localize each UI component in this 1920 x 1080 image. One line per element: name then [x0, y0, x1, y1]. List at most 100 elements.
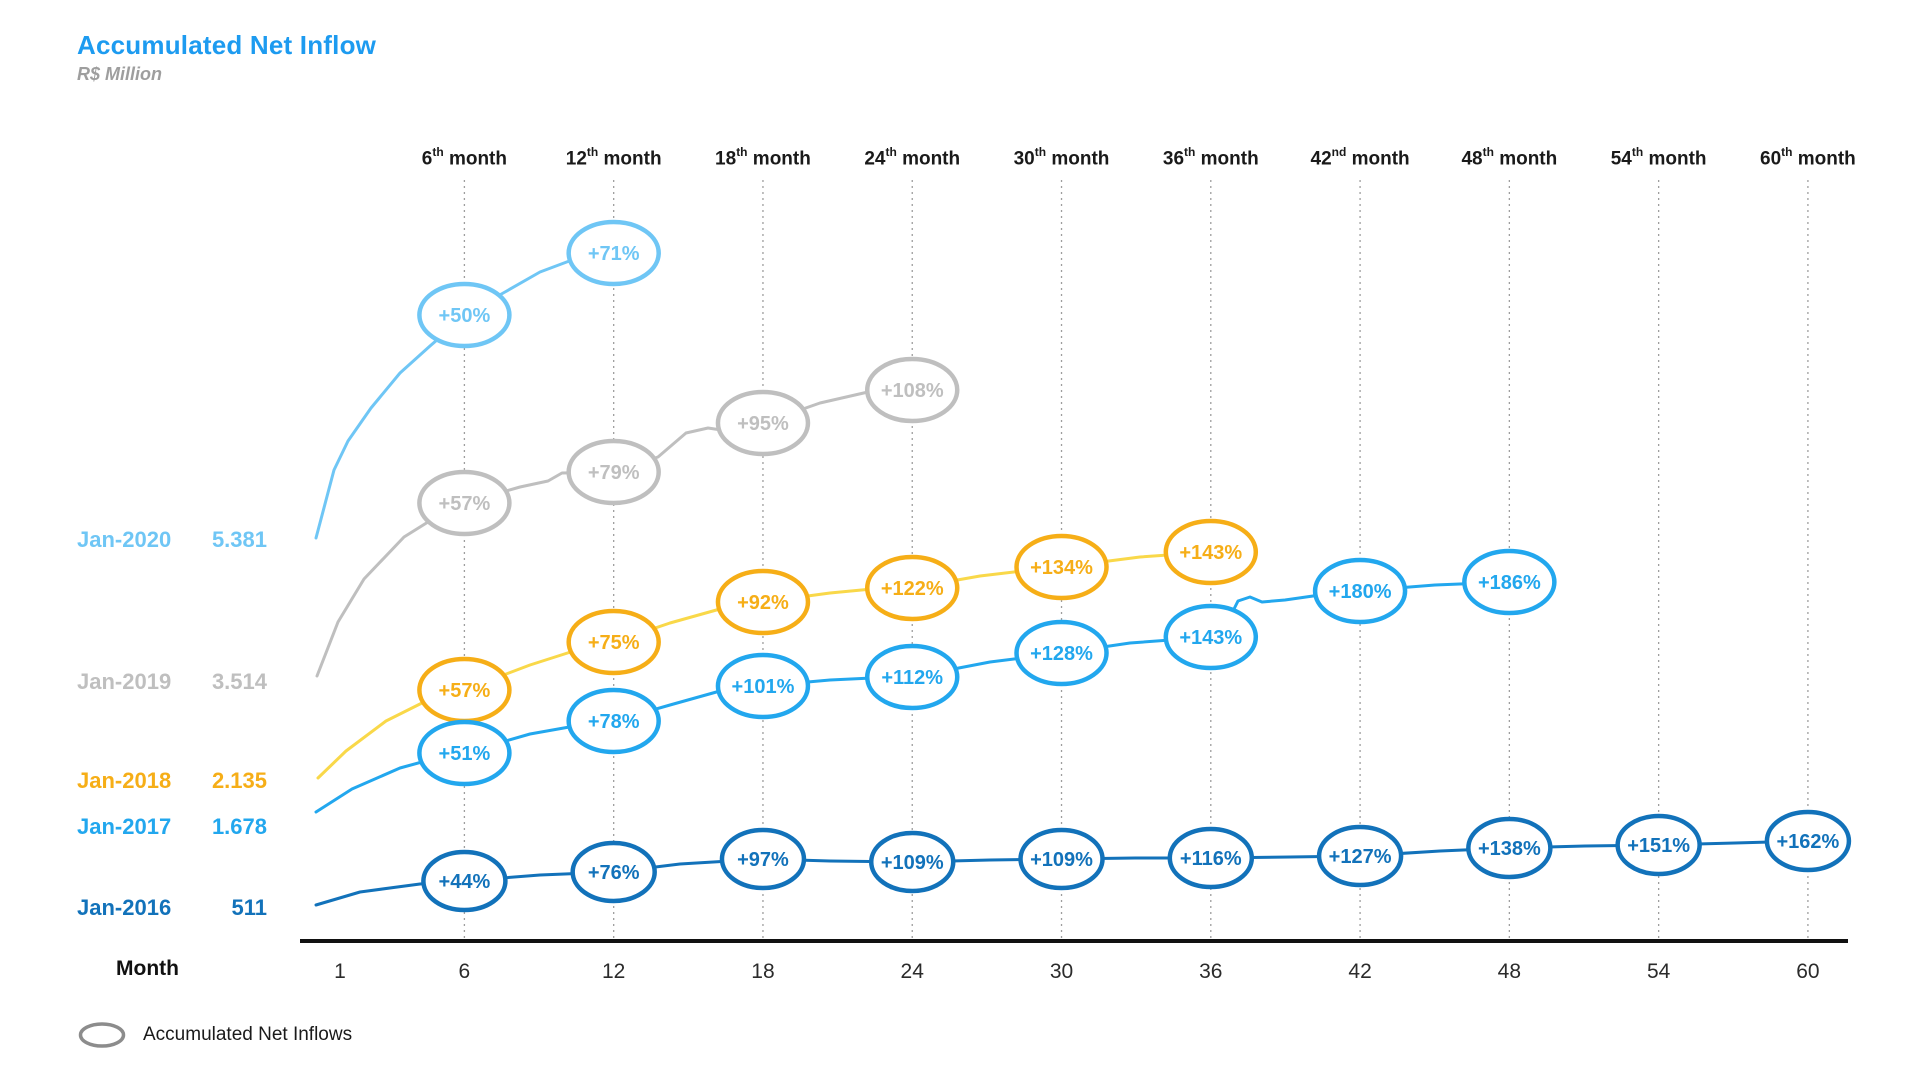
series-label-jan-2020: Jan-2020 5.381: [77, 527, 267, 553]
data-point-label-jan-2017-m42: +180%: [1329, 581, 1392, 603]
data-point-ellipse-jan-2017-m36: [1163, 603, 1259, 671]
data-point-ellipse-jan-2016-m18: [719, 827, 807, 891]
series-start-value: 3.514: [211, 669, 267, 694]
data-point-label-jan-2016-m36: +116%: [1180, 848, 1242, 870]
legend-ellipse-icon: [78, 1022, 126, 1048]
data-point-ellipse-jan-2018-m24: [864, 554, 960, 622]
series-start-value: 1.678: [211, 814, 267, 839]
data-point-ellipse-jan-2017-m30: [1014, 619, 1109, 687]
data-point-label-jan-2017-m36: +143%: [1179, 627, 1242, 649]
data-point-ellipse-jan-2017-m42: [1312, 557, 1408, 625]
title-block: Accumulated Net Inflow R$ Million: [77, 30, 376, 85]
data-point-ellipse-jan-2019-m6: [417, 469, 512, 537]
chart-subtitle: R$ Million: [77, 64, 162, 84]
column-header-30-month: 30th month: [1013, 145, 1110, 170]
data-point-label-jan-2018-m24: +122%: [881, 578, 944, 600]
data-point-label-jan-2016-m60: +162%: [1776, 831, 1839, 853]
data-point-ellipse-jan-2017-m12: [566, 687, 661, 755]
data-point-label-jan-2019-m18: +95%: [737, 413, 789, 435]
series-start-value: 2.135: [211, 768, 267, 793]
x-tick-24: 24: [901, 960, 925, 983]
data-point-label-jan-2017-m30: +128%: [1030, 643, 1093, 665]
x-tick-60: 60: [1796, 960, 1819, 983]
data-point-label-jan-2018-m6: +57%: [439, 680, 491, 702]
series-label-jan-2018: Jan-2018 2.135: [77, 768, 267, 794]
data-point-label-jan-2016-m30: +109%: [1030, 849, 1093, 871]
data-point-ellipse-jan-2019-m24: [864, 356, 960, 424]
x-tick-54: 54: [1647, 960, 1671, 983]
data-point-label-jan-2018-m12: +75%: [588, 632, 640, 654]
data-point-label-jan-2018-m30: +134%: [1030, 557, 1093, 579]
series-name: Jan-2020: [77, 527, 172, 552]
x-tick-12: 12: [602, 960, 625, 983]
data-point-ellipse-jan-2016-m48: [1466, 816, 1553, 880]
data-point-label-jan-2017-m18: +101%: [732, 676, 795, 698]
data-point-label-jan-2016-m48: +138%: [1478, 838, 1541, 860]
data-point-ellipse-jan-2016-m36: [1167, 826, 1255, 890]
series-label-jan-2017: Jan-2017 1.678: [77, 814, 267, 840]
data-point-ellipse-jan-2018-m18: [715, 568, 811, 636]
series-start-value: 5.381: [211, 527, 267, 552]
data-point-ellipse-jan-2017-m6: [417, 719, 512, 787]
column-header-6-month: 6th month: [421, 145, 507, 170]
column-header-42-month: 42nd month: [1310, 145, 1410, 170]
x-axis-label: Month: [116, 957, 179, 980]
series-name: Jan-2018: [77, 768, 172, 793]
chart-title: Accumulated Net Inflow: [77, 30, 377, 60]
series-name: Jan-2019: [77, 669, 172, 694]
data-point-label-jan-2016-m6: +44%: [439, 871, 491, 893]
series-label-jan-2016: Jan-2016 511: [77, 895, 267, 921]
series-name: Jan-2017: [77, 814, 172, 839]
data-point-ellipse-jan-2020-m6: [417, 281, 512, 349]
column-header-36-month: 36th month: [1162, 145, 1259, 170]
data-point-label-jan-2016-m42: +127%: [1329, 846, 1392, 868]
x-tick-48: 48: [1498, 960, 1521, 983]
data-point-ellipse-jan-2016-m24: [868, 830, 956, 894]
data-point-label-jan-2017-m24: +112%: [881, 667, 943, 689]
data-point-label-jan-2019-m12: +79%: [588, 462, 640, 484]
data-point-label-jan-2019-m24: +108%: [881, 380, 944, 402]
column-header-54-month: 54th month: [1610, 145, 1707, 170]
data-point-ellipse-jan-2020-m12: [566, 219, 661, 287]
data-point-label-jan-2017-m48: +186%: [1478, 572, 1541, 594]
column-header-60-month: 60th month: [1760, 145, 1856, 170]
data-point-ellipse-jan-2016-m54: [1615, 813, 1702, 877]
x-tick-30: 30: [1050, 960, 1073, 983]
data-point-label-jan-2016-m54: +151%: [1627, 835, 1690, 857]
data-point-label-jan-2017-m6: +51%: [439, 743, 491, 765]
data-point-ellipse-jan-2016-m30: [1018, 827, 1105, 891]
data-point-label-jan-2016-m24: +109%: [881, 852, 944, 874]
data-point-ellipse-jan-2018-m12: [566, 608, 661, 676]
data-point-ellipse-jan-2018-m36: [1163, 518, 1259, 586]
data-point-label-jan-2016-m12: +76%: [588, 862, 640, 884]
data-point-ellipse-jan-2019-m12: [566, 438, 661, 506]
series-start-value: 511: [231, 895, 268, 920]
data-point-ellipse-jan-2017-m18: [715, 652, 811, 720]
column-header-12-month: 12th month: [565, 145, 662, 170]
data-point-label-jan-2018-m36: +143%: [1179, 542, 1242, 564]
data-point-ellipse-jan-2019-m18: [715, 389, 811, 457]
series-name: Jan-2016: [77, 895, 172, 920]
x-tick-6: 6: [459, 960, 471, 983]
column-header-24-month: 24th month: [864, 145, 961, 170]
data-point-label-jan-2018-m18: +92%: [737, 592, 789, 614]
data-point-ellipse-jan-2016-m60: [1764, 809, 1852, 873]
x-tick-42: 42: [1348, 960, 1371, 983]
series-label-jan-2019: Jan-2019 3.514: [77, 669, 267, 695]
data-point-ellipse-jan-2017-m24: [864, 643, 960, 711]
data-point-ellipse-jan-2016-m6: [421, 849, 508, 913]
data-point-label-jan-2020-m6: +50%: [439, 305, 491, 327]
column-header-48-month: 48th month: [1461, 145, 1558, 170]
data-point-label-jan-2017-m12: +78%: [588, 711, 640, 733]
legend-label: Accumulated Net Inflows: [143, 1024, 353, 1045]
x-tick-36: 36: [1199, 960, 1222, 983]
data-point-ellipse-jan-2017-m48: [1462, 548, 1557, 616]
data-point-label-jan-2016-m18: +97%: [737, 849, 789, 871]
data-point-label-jan-2020-m12: +71%: [588, 243, 640, 265]
legend: Accumulated Net Inflows: [78, 1022, 352, 1048]
data-point-ellipse-jan-2016-m12: [570, 840, 657, 904]
data-point-ellipse-jan-2016-m42: [1316, 824, 1404, 888]
x-tick-1: 1: [334, 960, 346, 983]
